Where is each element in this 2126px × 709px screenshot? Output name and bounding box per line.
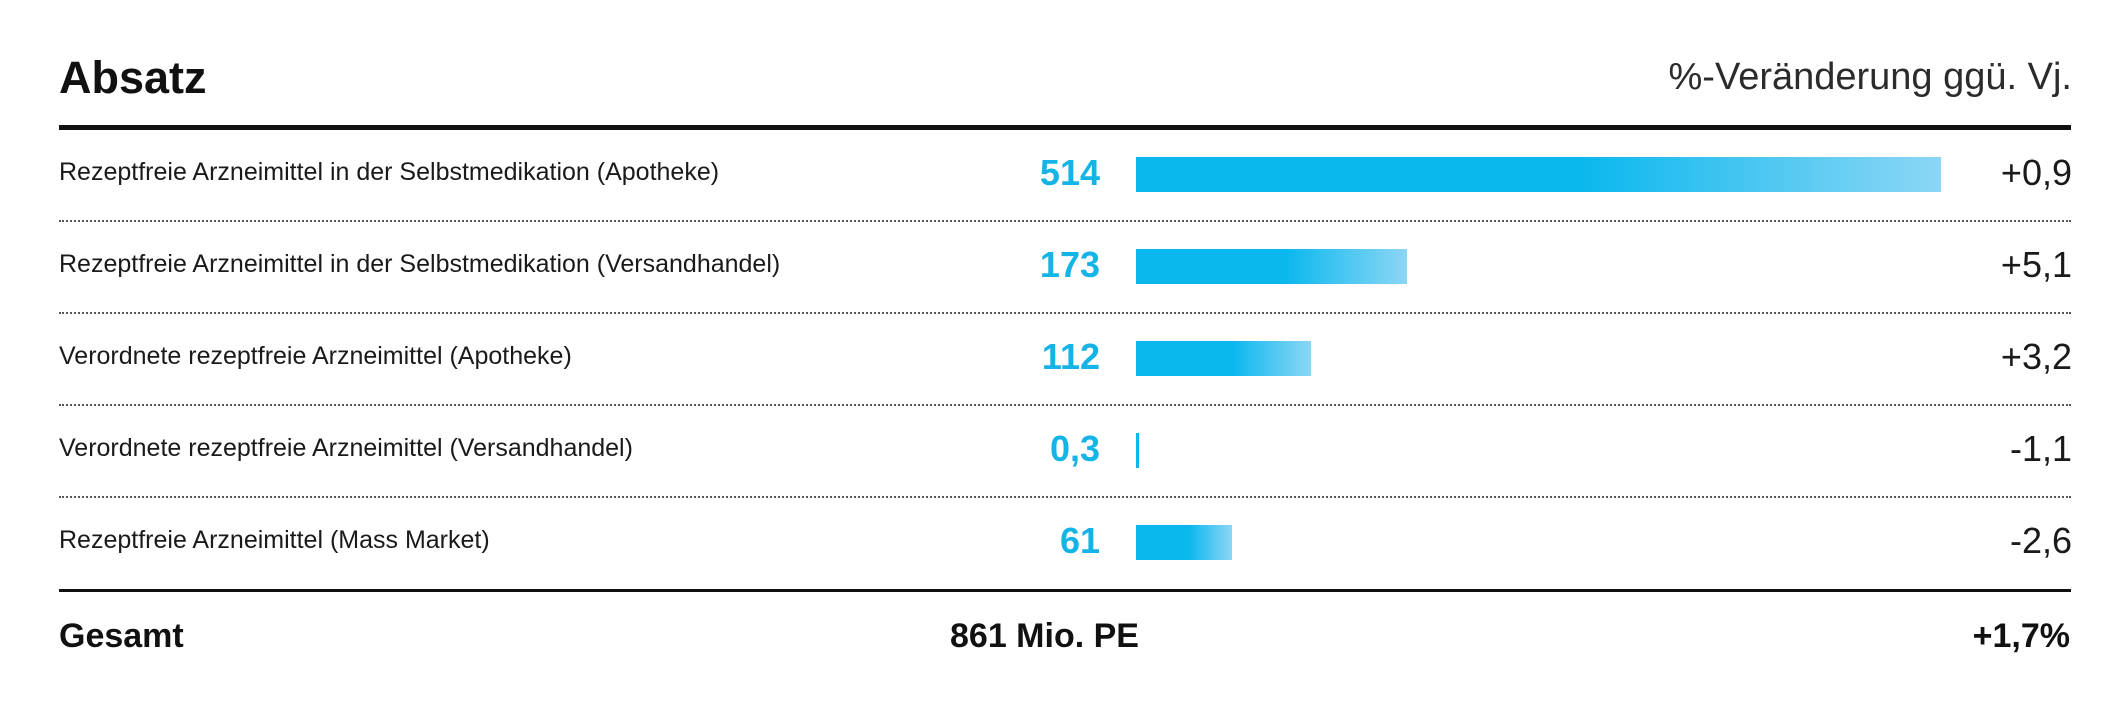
row-divider bbox=[59, 404, 2071, 406]
change-value: +0,9 bbox=[2000, 152, 2072, 193]
bar bbox=[1136, 433, 1139, 468]
value-label: 0,3 bbox=[1049, 428, 1100, 469]
table-row: Verordnete rezeptfreie Arzneimittel (Apo… bbox=[0, 314, 2126, 406]
category-label: Verordnete rezeptfreie Arzneimittel (Apo… bbox=[59, 342, 572, 370]
value-label: 112 bbox=[1041, 336, 1100, 377]
table-row: Rezeptfreie Arzneimittel in der Selbstme… bbox=[0, 222, 2126, 314]
bar bbox=[1136, 341, 1311, 376]
category-label: Rezeptfreie Arzneimittel in der Selbstme… bbox=[59, 250, 781, 278]
value-label: 514 bbox=[1039, 152, 1100, 193]
total-label: Gesamt bbox=[59, 617, 184, 655]
bar bbox=[1136, 525, 1232, 560]
value-label: 173 bbox=[1039, 244, 1100, 285]
change-value: -2,6 bbox=[2009, 520, 2072, 561]
row-divider bbox=[59, 220, 2071, 222]
table-row: Rezeptfreie Arzneimittel (Mass Market) 61… bbox=[0, 498, 2126, 590]
change-value: -1,1 bbox=[2009, 428, 2072, 469]
row-divider bbox=[59, 312, 2071, 314]
change-value: +3,2 bbox=[2000, 336, 2072, 377]
bottom-rule bbox=[59, 589, 2071, 592]
change-value: +5,1 bbox=[2000, 244, 2072, 285]
total-change: +1,7% bbox=[1972, 617, 2070, 655]
value-label: 61 bbox=[1059, 520, 1100, 561]
top-rule bbox=[59, 125, 2071, 130]
bar bbox=[1136, 249, 1407, 284]
chart-title: Absatz bbox=[59, 52, 207, 103]
category-label: Rezeptfreie Arzneimittel in der Selbstme… bbox=[59, 158, 720, 186]
bar bbox=[1136, 157, 1941, 192]
total-value: 861 Mio. PE bbox=[950, 617, 1139, 655]
category-label: Verordnete rezeptfreie Arzneimittel (Ver… bbox=[59, 434, 633, 462]
row-divider bbox=[59, 496, 2071, 498]
category-label: Rezeptfreie Arzneimittel (Mass Market) bbox=[59, 526, 490, 554]
table-row: Verordnete rezeptfreie Arzneimittel (Ver… bbox=[0, 406, 2126, 498]
change-column-header: %-Veränderung ggü. Vj. bbox=[1668, 56, 2073, 98]
table-row: Rezeptfreie Arzneimittel in der Selbstme… bbox=[0, 130, 2126, 222]
